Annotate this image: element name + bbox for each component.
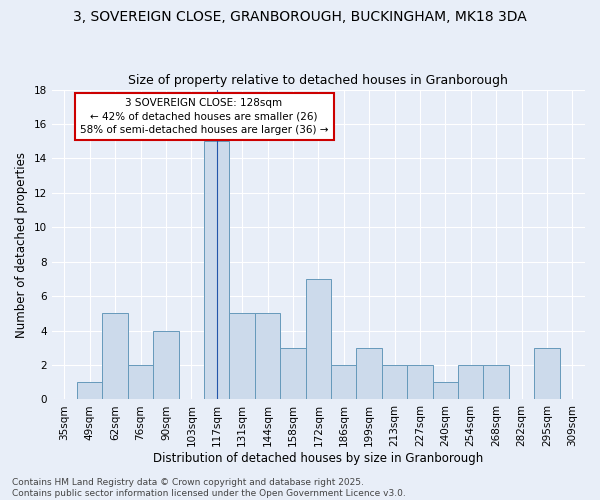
Bar: [331, 365, 356, 400]
Bar: [128, 365, 153, 400]
Y-axis label: Number of detached properties: Number of detached properties: [15, 152, 28, 338]
Bar: [484, 365, 509, 400]
Bar: [382, 365, 407, 400]
Bar: [305, 279, 331, 400]
Title: Size of property relative to detached houses in Granborough: Size of property relative to detached ho…: [128, 74, 508, 87]
Text: 3, SOVEREIGN CLOSE, GRANBOROUGH, BUCKINGHAM, MK18 3DA: 3, SOVEREIGN CLOSE, GRANBOROUGH, BUCKING…: [73, 10, 527, 24]
Bar: [103, 314, 128, 400]
Bar: [458, 365, 484, 400]
X-axis label: Distribution of detached houses by size in Granborough: Distribution of detached houses by size …: [153, 452, 484, 465]
Bar: [204, 141, 229, 400]
Bar: [153, 330, 179, 400]
Text: 3 SOVEREIGN CLOSE: 128sqm
← 42% of detached houses are smaller (26)
58% of semi-: 3 SOVEREIGN CLOSE: 128sqm ← 42% of detac…: [80, 98, 328, 134]
Bar: [356, 348, 382, 400]
Bar: [407, 365, 433, 400]
Bar: [255, 314, 280, 400]
Bar: [229, 314, 255, 400]
Bar: [433, 382, 458, 400]
Bar: [534, 348, 560, 400]
Bar: [77, 382, 103, 400]
Text: Contains HM Land Registry data © Crown copyright and database right 2025.
Contai: Contains HM Land Registry data © Crown c…: [12, 478, 406, 498]
Bar: [280, 348, 305, 400]
